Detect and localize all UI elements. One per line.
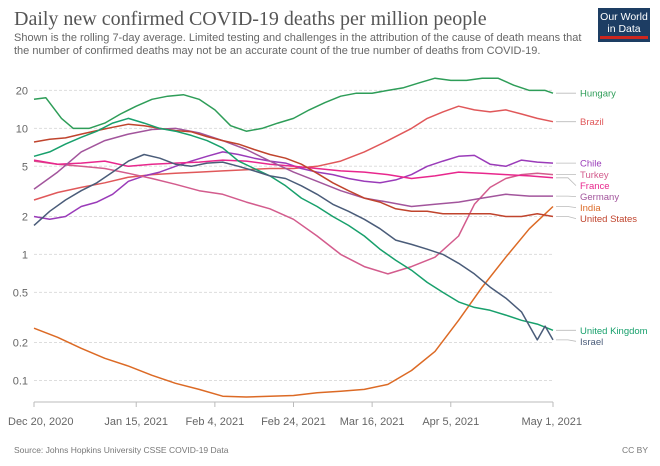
series-label-israel: Israel: [580, 337, 603, 348]
label-leader-israel: [556, 339, 577, 342]
y-tick-label-5: 0.5: [13, 287, 28, 299]
series-label-india: India: [580, 203, 601, 214]
x-tick-label-0: Dec 20, 2020: [8, 416, 73, 428]
series-label-united-states: United States: [580, 214, 637, 225]
series-lines: [33, 77, 554, 398]
series-label-brazil: Brazil: [580, 117, 604, 128]
y-tick-label-2: 5: [22, 161, 28, 173]
series-line-germany[interactable]: [33, 127, 553, 208]
series-line-hungary[interactable]: [33, 77, 554, 132]
series-line-france[interactable]: [33, 159, 554, 180]
y-tick-label-6: 0.2: [13, 338, 28, 350]
x-tick-label-3: Feb 24, 2021: [261, 416, 326, 428]
y-tick-label-0: 20: [16, 85, 28, 97]
y-tick-label-1: 10: [16, 123, 28, 135]
series-line-united-states[interactable]: [33, 123, 554, 218]
series-line-turkey[interactable]: [33, 160, 554, 275]
series-line-brazil[interactable]: [33, 105, 554, 201]
license-link[interactable]: CC BY: [622, 445, 648, 455]
series-labels: Hungary Brazil ChileTurkeyFranceGermanyInd…: [556, 89, 648, 348]
y-tick-label-4: 1: [22, 249, 28, 261]
x-tick-label-5: Apr 5, 2021: [422, 416, 479, 428]
x-tick-label-6: May 1, 2021: [521, 416, 582, 428]
logo-line-1: Our World: [600, 11, 648, 23]
series-label-chile: Chile: [580, 159, 602, 170]
series-label-germany: Germany: [580, 192, 619, 203]
label-leader-india: [556, 206, 577, 208]
label-leader-france: [556, 177, 577, 186]
x-tick-label-2: Feb 4, 2021: [186, 416, 245, 428]
source-note: Source: Johns Hopkins University CSSE CO…: [14, 445, 229, 455]
chart-title: Daily new confirmed COVID-19 deaths per …: [14, 8, 487, 30]
owid-logo[interactable]: Our World in Data: [598, 8, 650, 42]
series-label-hungary: Hungary: [580, 89, 616, 100]
series-line-israel[interactable]: [33, 153, 554, 341]
label-leader-united-states: [556, 216, 577, 219]
y-tick-label-3: 2: [22, 211, 28, 223]
series-label-turkey: Turkey: [580, 170, 609, 181]
x-tick-label-1: Jan 15, 2021: [104, 416, 168, 428]
x-tick-label-4: Mar 16, 2021: [340, 416, 405, 428]
y-tick-label-7: 0.1: [13, 375, 28, 387]
x-axis: Dec 20, 2020 Jan 15, 2021 Feb 4, 2021 Feb 2…: [8, 401, 582, 428]
series-label-france: France: [580, 181, 610, 192]
series-line-india[interactable]: [33, 205, 554, 398]
series-line-united-kingdom[interactable]: [33, 117, 554, 331]
label-leader-germany: [556, 195, 577, 197]
logo-line-2: in Data: [607, 23, 641, 35]
gridlines: [34, 89, 553, 381]
y-axis: 20 10 5 2 1 0.5 0.2 0.1: [13, 85, 28, 387]
series-label-united-kingdom: United Kingdom: [580, 326, 648, 337]
chart-subtitle: Shown is the rolling 7-day average. Limi…: [14, 32, 582, 57]
